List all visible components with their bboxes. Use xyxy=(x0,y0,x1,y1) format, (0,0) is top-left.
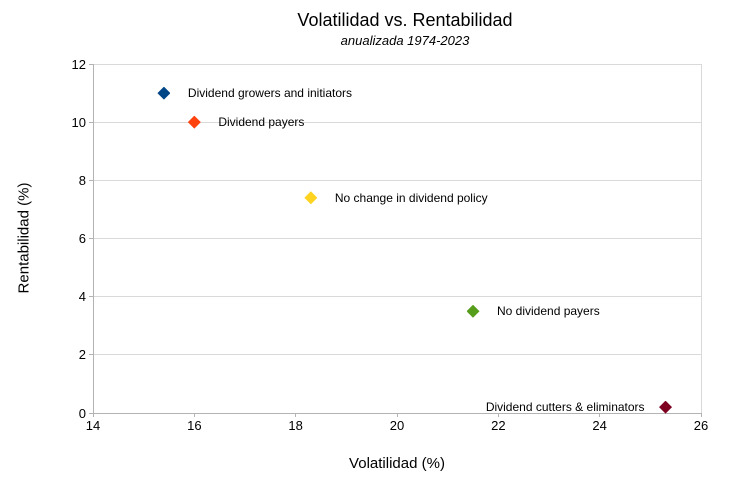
x-axis-tick xyxy=(497,413,499,417)
x-tick-label: 20 xyxy=(389,418,405,433)
data-point-label: No change in dividend policy xyxy=(334,190,488,205)
data-point-label: Dividend growers and initiators xyxy=(187,86,353,101)
y-axis-tick xyxy=(89,121,93,123)
data-point-no-change-in-dividend-policy xyxy=(304,191,318,205)
y-axis-tick xyxy=(89,63,93,65)
y-tick-label: 0 xyxy=(78,405,86,421)
data-point-label: Dividend cutters & eliminators xyxy=(485,400,645,415)
data-point-label: No dividend payers xyxy=(497,304,600,319)
y-tick-label: 10 xyxy=(71,114,86,130)
x-tick-label: 24 xyxy=(592,418,607,433)
gridline xyxy=(93,296,701,298)
y-tick-label: 6 xyxy=(78,231,86,246)
data-point-dividend-payers xyxy=(187,115,201,129)
gridline xyxy=(93,179,701,181)
plot-right-border xyxy=(701,64,702,413)
gridline xyxy=(93,354,701,356)
x-axis-tick xyxy=(92,413,94,417)
y-tick-label: 4 xyxy=(78,289,86,305)
chart-title: Volatilidad vs. Rentabilidad xyxy=(297,10,513,30)
y-tick-label: 8 xyxy=(78,172,86,188)
x-tick-label: 14 xyxy=(85,418,101,433)
y-axis-tick xyxy=(89,412,93,414)
data-point-dividend-growers-and-initiators xyxy=(157,86,171,100)
y-axis-tick xyxy=(89,238,93,239)
x-tick-label: 26 xyxy=(693,418,709,433)
x-axis-tick xyxy=(193,413,195,417)
x-axis-tick xyxy=(396,413,398,417)
x-axis-tick xyxy=(295,413,297,417)
x-axis-tick xyxy=(700,413,702,417)
gridline xyxy=(93,238,701,239)
gridline xyxy=(93,63,701,65)
y-axis-tick xyxy=(89,179,93,181)
x-axis-tick xyxy=(599,413,601,417)
x-tick-label: 22 xyxy=(491,418,506,433)
x-tick-label: 18 xyxy=(288,418,303,433)
y-axis-tick xyxy=(89,296,93,298)
data-point-dividend-cutters-eliminators xyxy=(659,400,673,414)
chart-subtitle: anualizada 1974-2023 xyxy=(340,33,470,48)
y-tick-label: 12 xyxy=(71,56,86,72)
y-axis-title: Rentabilidad (%) xyxy=(15,182,33,294)
y-tick-label: 2 xyxy=(78,347,86,363)
x-tick-label: 16 xyxy=(187,418,202,433)
y-axis-line xyxy=(93,64,94,413)
x-axis-line xyxy=(89,413,701,414)
data-point-no-dividend-payers xyxy=(466,304,480,318)
gridline xyxy=(93,121,701,123)
data-point-label: Dividend payers xyxy=(218,115,305,130)
x-axis-title: Volatilidad (%) xyxy=(349,455,445,472)
y-axis-tick xyxy=(89,354,93,356)
